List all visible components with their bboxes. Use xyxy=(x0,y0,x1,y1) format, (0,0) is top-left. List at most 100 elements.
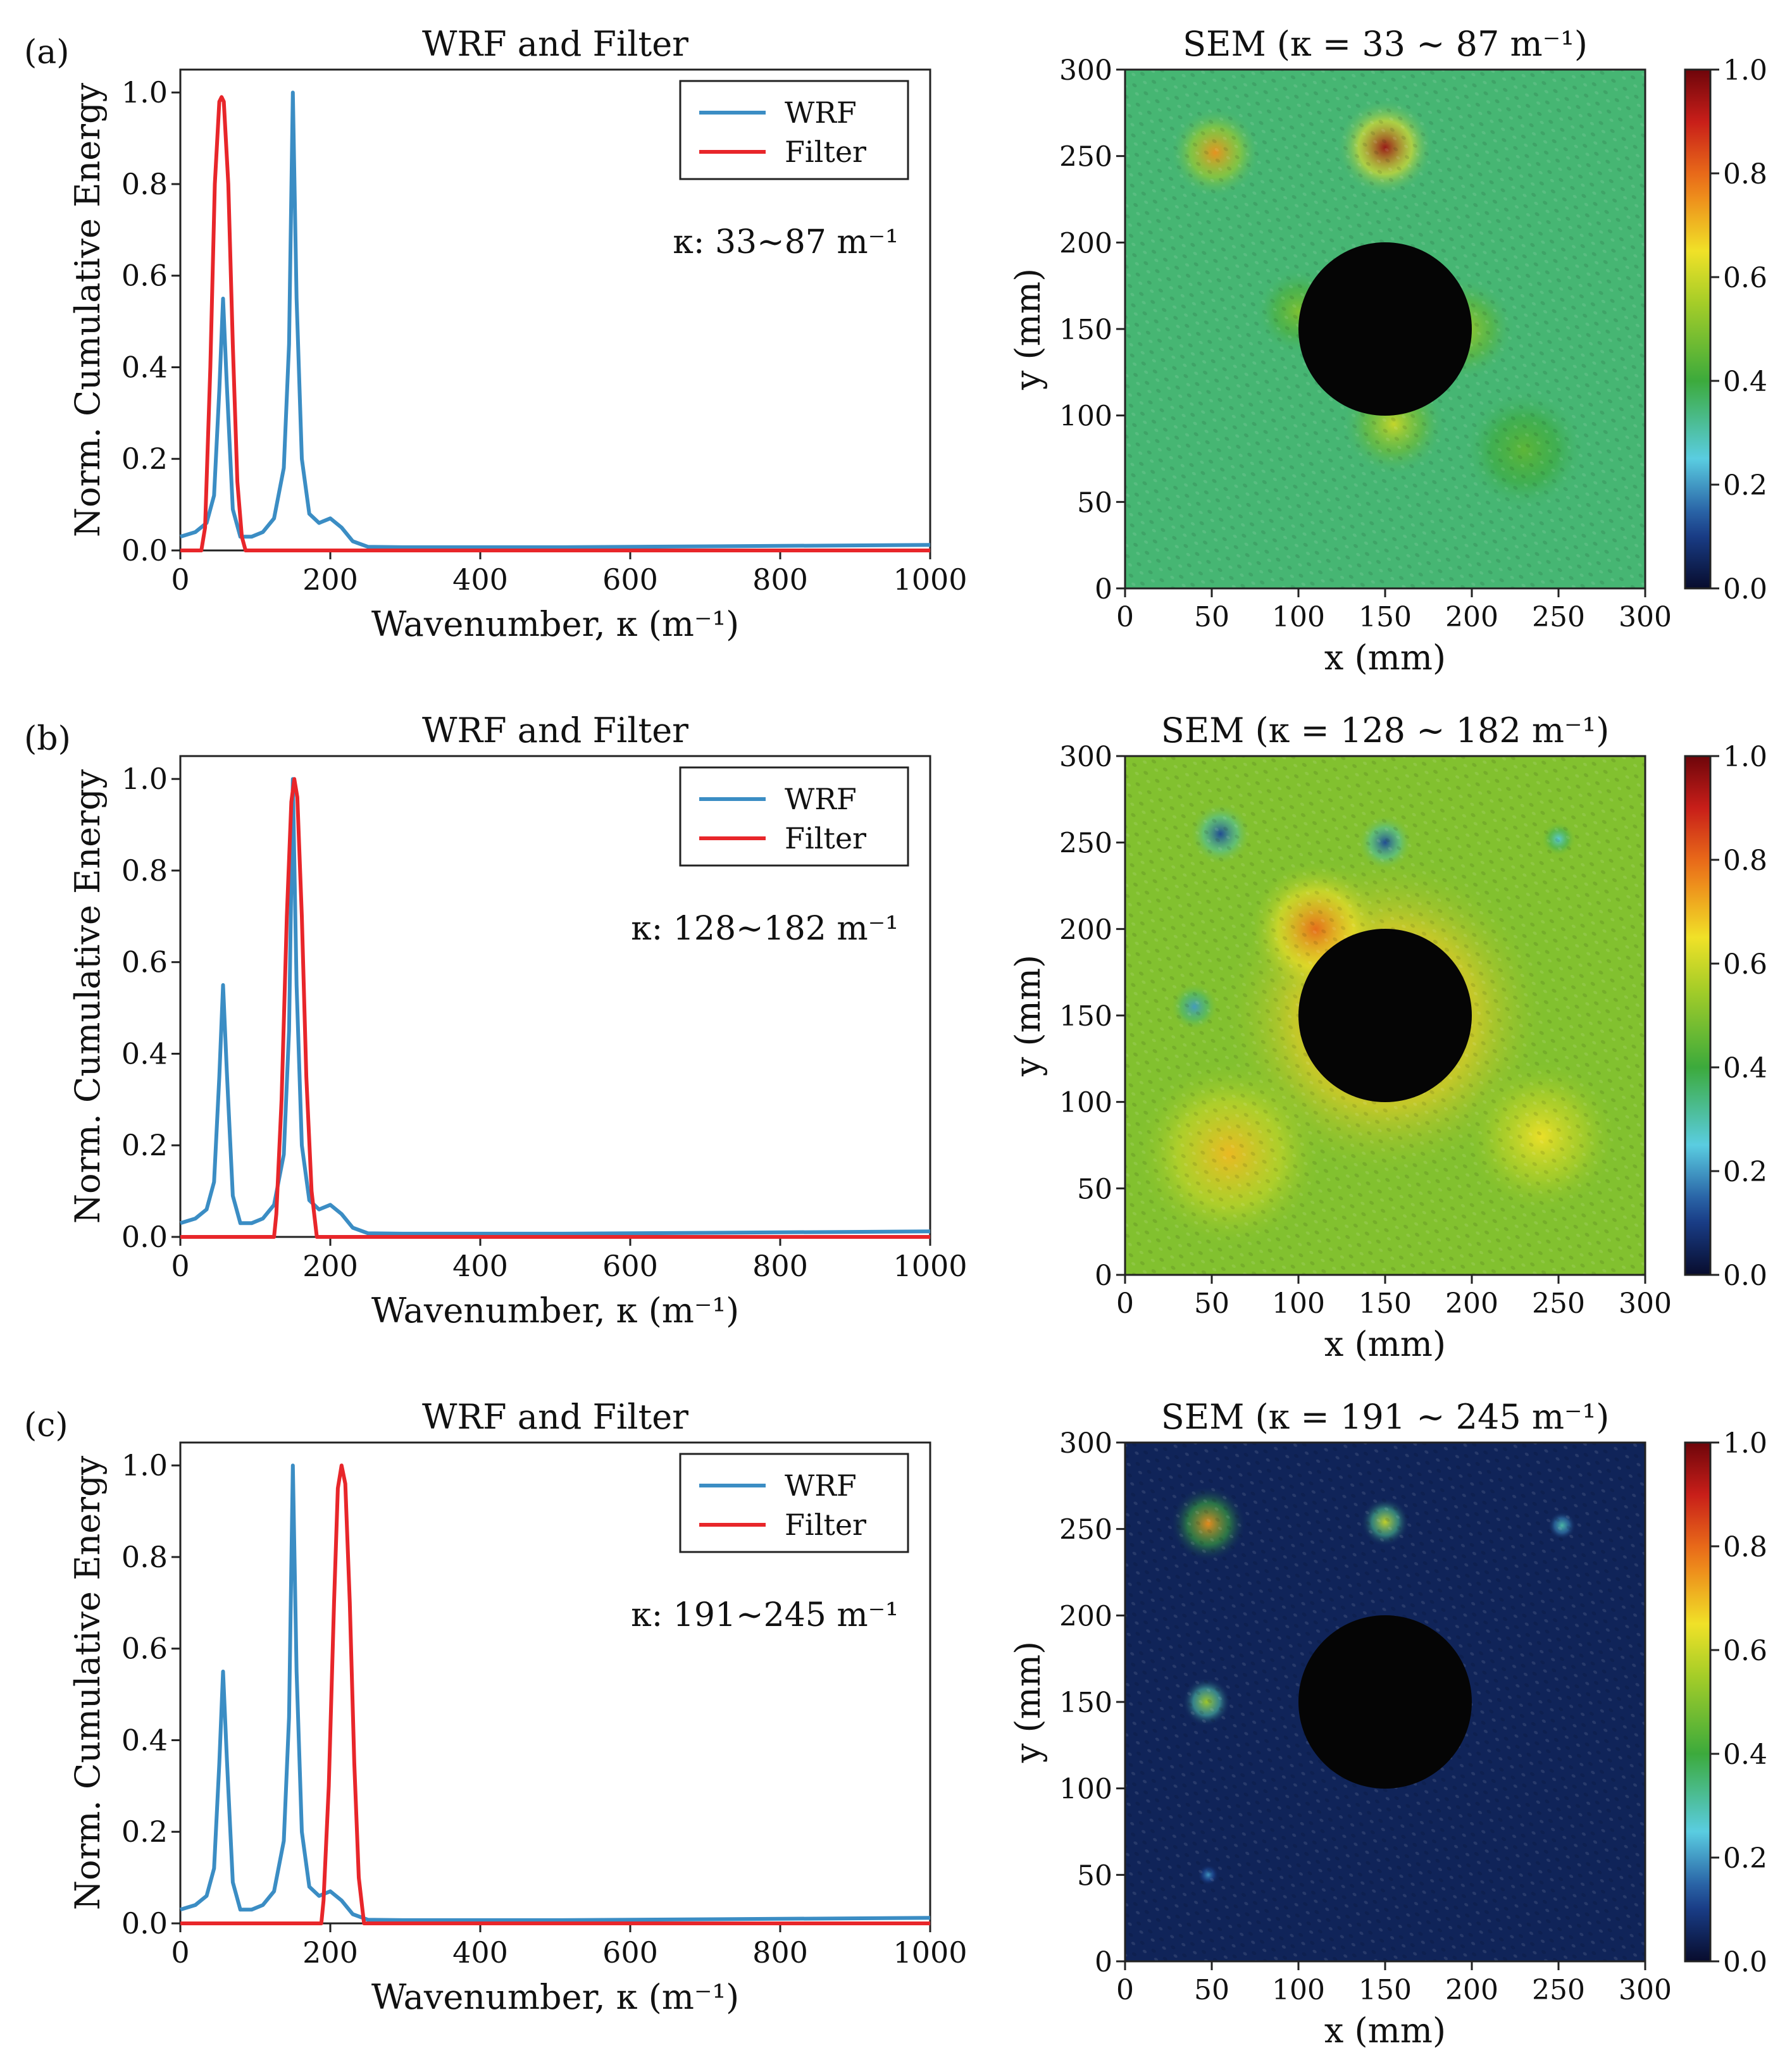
colorbar-tick-label: 0.2 xyxy=(1723,469,1767,502)
colorbar-tick-label: 0.0 xyxy=(1723,573,1767,605)
colorbar-tick-label: 0.2 xyxy=(1723,1842,1767,1875)
x-tick-label: 200 xyxy=(302,562,358,597)
sem-xlabel: x (mm) xyxy=(1324,1324,1446,1364)
spectrum-title: WRF and Filter xyxy=(422,711,688,750)
sem-title: SEM (κ = 33 ~ 87 m⁻¹) xyxy=(1183,24,1588,64)
colorbar-tick-label: 0.8 xyxy=(1723,845,1767,877)
spectrum-annotation: κ: 191~245 m⁻¹ xyxy=(631,1596,899,1634)
colorbar-tick-label: 0.4 xyxy=(1723,1052,1767,1084)
colorbar-gradient xyxy=(1684,755,1712,1276)
colorbar-gradient xyxy=(1684,68,1712,590)
x-tick-label: 1000 xyxy=(893,562,967,597)
sem-heatmap xyxy=(1125,756,1645,1275)
colorbar-tick-label: 1.0 xyxy=(1723,54,1767,87)
sem-heatmap xyxy=(1125,70,1645,588)
x-tick-label: 100 xyxy=(1272,1974,1325,2006)
sem-ylabel: y (mm) xyxy=(1008,955,1048,1077)
colorbar: 0.0 0.2 0.4 0.6 0.8 1.0 xyxy=(1684,1427,1767,1978)
colorbar-tick-label: 1.0 xyxy=(1723,1427,1767,1460)
y-tick-label: 300 xyxy=(1059,741,1112,773)
x-tick-label: 200 xyxy=(302,1935,358,1970)
x-tick-label: 50 xyxy=(1194,1288,1229,1320)
y-tick-label: 50 xyxy=(1077,1173,1112,1205)
y-tick-label: 0 xyxy=(1095,1260,1112,1292)
colorbar-tick-label: 0.0 xyxy=(1723,1946,1767,1978)
y-tick-label: 0.4 xyxy=(121,1036,168,1071)
series-line-wrf xyxy=(180,90,931,549)
y-tick-label: 0 xyxy=(1095,1946,1112,1978)
colorbar-tick-label: 1.0 xyxy=(1723,741,1767,773)
x-tick-label: 600 xyxy=(602,1249,658,1283)
y-tick-label: 50 xyxy=(1077,1859,1112,1892)
y-tick-label: 0.4 xyxy=(121,350,168,384)
y-tick-label: 1.0 xyxy=(121,762,168,796)
x-tick-label: 1000 xyxy=(893,1935,967,1970)
series-line-wrf xyxy=(180,777,931,1236)
legend-entry: WRF xyxy=(785,96,857,130)
x-tick-label: 100 xyxy=(1272,1288,1325,1320)
colorbar-tick-label: 0.2 xyxy=(1723,1156,1767,1188)
y-tick-label: 0 xyxy=(1095,573,1112,605)
x-tick-label: 400 xyxy=(452,562,508,597)
central-hole xyxy=(1298,1615,1472,1789)
y-tick-label: 250 xyxy=(1059,1514,1112,1546)
colorbar-tick-label: 0.6 xyxy=(1723,948,1767,981)
sem-ylabel: y (mm) xyxy=(1008,268,1048,390)
x-tick-label: 250 xyxy=(1532,1288,1585,1320)
x-tick-label: 0 xyxy=(171,1935,189,1970)
y-tick-label: 0.6 xyxy=(121,259,168,293)
legend-entry: Filter xyxy=(785,821,866,855)
y-tick-label: 250 xyxy=(1059,828,1112,860)
x-tick-label: 300 xyxy=(1619,1288,1672,1320)
colorbar: 0.0 0.2 0.4 0.6 0.8 1.0 xyxy=(1684,741,1767,1292)
x-tick-label: 0 xyxy=(1116,601,1134,633)
panel-label: (b) xyxy=(24,720,71,758)
x-tick-label: 200 xyxy=(1445,1288,1498,1320)
y-tick-label: 150 xyxy=(1059,1687,1112,1719)
x-tick-label: 300 xyxy=(1619,1974,1672,2006)
y-tick-label: 200 xyxy=(1059,914,1112,946)
x-tick-label: 50 xyxy=(1194,1974,1229,2006)
y-tick-label: 100 xyxy=(1059,400,1112,433)
panel-label: (c) xyxy=(24,1406,68,1444)
y-tick-label: 50 xyxy=(1077,487,1112,519)
y-tick-label: 0.6 xyxy=(121,1632,168,1666)
y-tick-label: 0.6 xyxy=(121,945,168,979)
spectrum-plot: WRF and Filter 0 200 400 600 800 1000 0.0 0.2 0.4… xyxy=(68,711,968,1331)
central-hole xyxy=(1298,242,1472,416)
x-tick-label: 0 xyxy=(1116,1288,1134,1320)
x-tick-label: 200 xyxy=(1445,601,1498,633)
x-tick-label: 0 xyxy=(171,562,189,597)
x-tick-label: 400 xyxy=(452,1935,508,1970)
legend-box xyxy=(679,80,909,180)
x-tick-label: 250 xyxy=(1532,1974,1585,2006)
y-tick-label: 150 xyxy=(1059,1000,1112,1033)
y-tick-label: 0.0 xyxy=(121,1906,168,1940)
legend-entry: WRF xyxy=(785,782,857,816)
colorbar-tick-label: 0.4 xyxy=(1723,366,1767,398)
y-tick-label: 1.0 xyxy=(121,1448,168,1482)
colorbar-tick-label: 0.8 xyxy=(1723,1531,1767,1563)
x-tick-label: 50 xyxy=(1194,601,1229,633)
x-tick-label: 600 xyxy=(602,562,658,597)
colorbar-tick-label: 0.0 xyxy=(1723,1260,1767,1292)
y-tick-label: 300 xyxy=(1059,1427,1112,1460)
sem-map: SEM (κ = 191 ~ 245 m⁻¹) 0 50 100 150 200 250 30… xyxy=(1008,1397,1672,2051)
sem-title: SEM (κ = 128 ~ 182 m⁻¹) xyxy=(1161,711,1610,750)
legend-entry: Filter xyxy=(785,1508,866,1542)
legend-entry: WRF xyxy=(785,1468,857,1503)
y-tick-label: 0.4 xyxy=(121,1723,168,1757)
y-tick-label: 0.8 xyxy=(121,167,168,201)
colorbar-tick-label: 0.4 xyxy=(1723,1739,1767,1771)
x-tick-label: 200 xyxy=(1445,1974,1498,2006)
y-tick-label: 0.2 xyxy=(121,1815,168,1849)
y-tick-label: 0.8 xyxy=(121,853,168,888)
y-tick-label: 0.0 xyxy=(121,1220,168,1254)
sem-title: SEM (κ = 191 ~ 245 m⁻¹) xyxy=(1161,1397,1610,1437)
x-tick-label: 250 xyxy=(1532,601,1585,633)
colorbar-tick-label: 0.8 xyxy=(1723,158,1767,190)
sem-ylabel: y (mm) xyxy=(1008,1641,1048,1763)
spectrum-ylabel: Norm. Cumulative Energy xyxy=(68,1455,108,1910)
spectrum-ylabel: Norm. Cumulative Energy xyxy=(68,769,108,1224)
